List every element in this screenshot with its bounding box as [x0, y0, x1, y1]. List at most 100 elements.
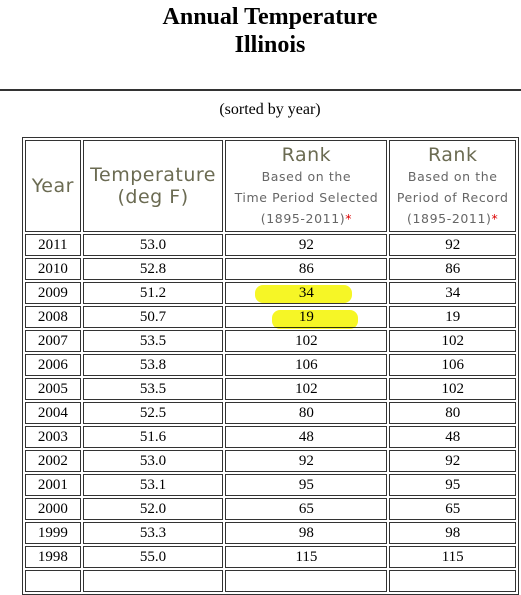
- header-cell: Rank Based on the Time Period Selected (…: [225, 140, 388, 232]
- table-cell: 65: [225, 498, 388, 520]
- table-cell: 19: [389, 306, 516, 328]
- table-row: 2010 52.8 86 86: [25, 258, 516, 280]
- header-line: Period of Record: [396, 189, 509, 205]
- table-cell: 53.0: [82, 234, 224, 256]
- table-cell: 50.7: [82, 306, 224, 328]
- table-body: 201153.09292201052.88686200951.234342008…: [25, 234, 516, 592]
- header-line: Based on the: [261, 168, 352, 184]
- table-cell: 102: [389, 330, 516, 352]
- table-cell: 102: [389, 378, 516, 400]
- table-row: 2000 52.0 65 65: [25, 498, 516, 520]
- table-cell: [25, 570, 81, 592]
- footnote-mark: *: [491, 210, 499, 226]
- table-cell: 52.5: [82, 402, 224, 424]
- divider: [0, 89, 521, 91]
- table-cell: 102: [225, 378, 388, 400]
- table-cell: 52.8: [82, 258, 224, 280]
- table-cell: 86: [389, 258, 516, 280]
- table-cell: 1998: [25, 546, 81, 568]
- table-cell: 48: [389, 426, 516, 448]
- table-cell: [389, 570, 516, 592]
- header-cell: Year: [25, 140, 81, 232]
- table-cell: 53.1: [82, 474, 224, 496]
- header-cell: Temperature (deg F): [82, 140, 224, 232]
- table-cell: 55.0: [82, 546, 224, 568]
- table-cell: [225, 570, 388, 592]
- header-line: Time Period Selected: [234, 189, 379, 205]
- header-row: Year Temperature (deg F) Rank Based on t…: [25, 140, 516, 232]
- table-row: 2003 51.6 48 48: [25, 426, 516, 448]
- table-cell: 2004: [25, 402, 81, 424]
- table-cell: 2006: [25, 354, 81, 376]
- header-cell: Rank Based on the Period of Record (1895…: [389, 140, 516, 232]
- table-cell: 106: [225, 354, 388, 376]
- table-cell: 2000: [25, 498, 81, 520]
- header-title: Rank: [281, 143, 332, 166]
- page: {"header": {"title_line1": "Annual Tempe…: [0, 3, 521, 595]
- subtitle: (sorted by year): [219, 101, 321, 118]
- highlight: [255, 285, 352, 303]
- table-cell: 53.5: [82, 378, 224, 400]
- header-unit: (deg F): [117, 186, 189, 208]
- title-line: Annual Temperature: [162, 4, 378, 30]
- table-cell: 51.2: [82, 282, 224, 304]
- table-cell: 102: [225, 330, 388, 352]
- table-cell: [82, 570, 224, 592]
- table-cell: 95: [225, 474, 388, 496]
- footnote-mark: *: [345, 210, 353, 226]
- table-cell: 53.3: [82, 522, 224, 544]
- table-cell: 53.0: [82, 450, 224, 472]
- table-cell: 80: [225, 402, 388, 424]
- table-cell: 98: [225, 522, 388, 544]
- table-cell: 48: [225, 426, 388, 448]
- table-cell: 1999: [25, 522, 81, 544]
- table-cell: 2002: [25, 450, 81, 472]
- table-row: 2007 53.5 102 102: [25, 330, 516, 352]
- highlight: [272, 310, 358, 329]
- table-cell: 95: [389, 474, 516, 496]
- table-cell: 115: [225, 546, 388, 568]
- table-cell: 86: [225, 258, 388, 280]
- table-row: 1999 53.3 98 98: [25, 522, 516, 544]
- table-row: [25, 570, 516, 592]
- header-title: Rank: [427, 143, 478, 166]
- header-line: (1895-2011): [260, 210, 346, 226]
- table-cell: 51.6: [82, 426, 224, 448]
- title: Annual Temperature Illinois: [0, 3, 521, 59]
- table-cell: 53.8: [82, 354, 224, 376]
- data-table: Year Temperature (deg F) Rank Based on t…: [22, 137, 519, 595]
- table-cell: 106: [389, 354, 516, 376]
- table-cell: 2008: [25, 306, 81, 328]
- table-row: 2006 53.8 106 106: [25, 354, 516, 376]
- table-cell: 52.0: [82, 498, 224, 520]
- table-cell: 98: [389, 522, 516, 544]
- table-row: 2011 53.0 92 92: [25, 234, 516, 256]
- table-cell: 2003: [25, 426, 81, 448]
- table-cell: 2007: [25, 330, 81, 352]
- table-cell: 2010: [25, 258, 81, 280]
- title-line: Illinois: [234, 32, 306, 58]
- table-cell: 80: [389, 402, 516, 424]
- table-cell: 92: [225, 450, 388, 472]
- table-cell: 2009: [25, 282, 81, 304]
- header-title: Temperature: [90, 164, 216, 186]
- header-line: (1895-2011)*: [226, 208, 386, 229]
- table-row: 2004 52.5 80 80: [25, 402, 516, 424]
- header-line: (1895-2011): [407, 210, 492, 226]
- table-row: 1998 55.0 115 115: [25, 546, 516, 568]
- table-cell: 53.5: [82, 330, 224, 352]
- table-cell: 2011: [25, 234, 81, 256]
- table-cell: 92: [389, 234, 516, 256]
- header-line: Based on the: [407, 168, 498, 184]
- table-cell: 34: [389, 282, 516, 304]
- table-row: 2002 53.0 92 92: [25, 450, 516, 472]
- header-title: Year: [31, 175, 74, 197]
- table-cell: 115: [389, 546, 516, 568]
- header-line: (1895-2011)*: [390, 208, 515, 229]
- table-cell: 92: [389, 450, 516, 472]
- table-cell: 2001: [25, 474, 81, 496]
- table-cell: 2005: [25, 378, 81, 400]
- table-row: 2001 53.1 95 95: [25, 474, 516, 496]
